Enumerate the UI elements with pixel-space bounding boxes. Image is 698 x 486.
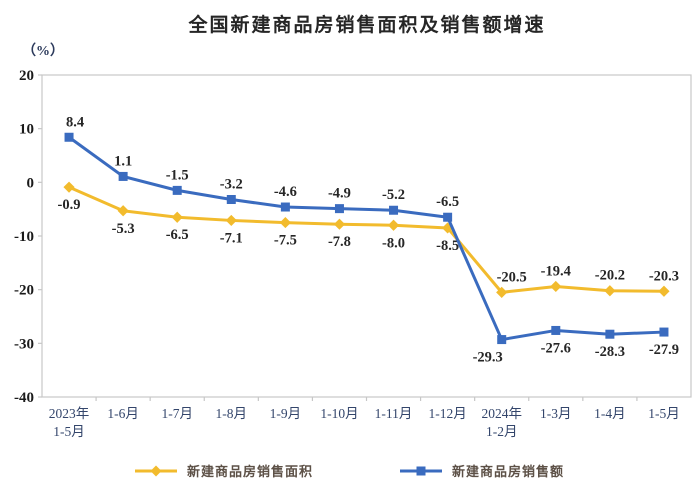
data-point-label: -5.2 [382,187,405,203]
data-point-label: -6.5 [436,194,459,210]
percent-unit-label: （%） [22,44,64,59]
data-point-label: -5.3 [112,221,135,237]
legend-label-sales-amount: 新建商品房销售额 [452,464,565,479]
axes: 20 10 0 -10 -20 -30 -40 2023年 1-5月 1-6月 1-7月 1-8月 1-… [14,68,692,439]
chart-legend: 新建商品房销售面积 新建商品房销售额 [0,461,698,480]
y-axis-tick-label: -40 [14,390,34,406]
x-axis-tick-label: 1-12月 [429,406,467,421]
data-point-label: -19.4 [541,263,571,279]
sales-amount-line-marker-icon [400,466,442,475]
data-point-label: 1.1 [114,153,132,169]
x-axis-tick-label: 1-4月 [594,406,626,421]
y-axis-tick-label: 0 [27,175,35,191]
sales-area-line-marker-icon [134,465,177,476]
y-axis-tick-label: -20 [14,283,34,299]
data-point-label: -0.9 [58,197,81,213]
legend-item-sales-area: 新建商品房销售面积 [134,461,313,480]
data-point-label: -27.9 [649,342,679,358]
data-point-label: -7.1 [220,230,243,246]
legend-label-sales-area: 新建商品房销售面积 [186,464,313,479]
data-point-label: -8.5 [436,238,459,254]
data-point-label: 8.4 [66,114,84,130]
legend-item-sales-amount: 新建商品房销售额 [399,461,564,480]
data-point-label: -7.5 [274,233,297,249]
x-axis-tick-label: 1-9月 [270,406,302,421]
data-point-label: -28.3 [595,344,625,360]
data-point-label: -20.3 [649,268,679,284]
data-point-label: -3.2 [220,177,243,193]
data-point-label: -7.8 [328,234,351,250]
data-point-label: -29.3 [473,350,503,366]
x-axis-tick-label: 2023年 [49,406,90,421]
x-axis-tick-label: 1-3月 [540,406,572,421]
y-axis-tick-label: 10 [19,122,34,138]
series-0: -0.9 -5.3 -6.5 -7.1 -7.5 -7.8 -8.0 -8.5 -20.5 -19… [58,181,679,298]
x-axis-tick-label: 1-11月 [375,406,413,421]
data-point-label: -4.9 [328,186,351,202]
x-axis-tick-label: 1-8月 [216,406,248,421]
x-axis-tick-label: 1-7月 [161,406,193,421]
x-axis-tick-label: 1-5月 [53,424,85,439]
x-axis-tick-label: 1-10月 [320,406,358,421]
x-axis-tick-label: 1-5月 [648,406,680,421]
data-point-label: -4.6 [274,184,297,200]
x-axis-tick-label: 1-2月 [486,424,518,439]
data-point-label: -8.0 [382,235,405,251]
data-point-label: -20.2 [595,268,625,284]
chart-title: 全国新建商品房销售面积及销售额增速 [188,15,546,36]
data-point-label: -27.6 [541,340,571,356]
data-point-label: -1.5 [166,167,189,183]
y-axis-tick-label: -30 [14,336,34,352]
x-axis-tick-label: 2024年 [481,406,522,421]
x-axis-tick-label: 1-6月 [107,406,139,421]
y-axis-tick-label: 20 [19,68,34,84]
series-1: 8.4 1.1 -1.5 -3.2 -4.6 -4.9 -5.2 -6.5 -29.3 -27.6… [64,114,679,366]
data-point-label: -6.5 [166,227,189,243]
data-point-label: -20.5 [497,269,527,285]
y-axis-tick-label: -10 [14,229,34,245]
